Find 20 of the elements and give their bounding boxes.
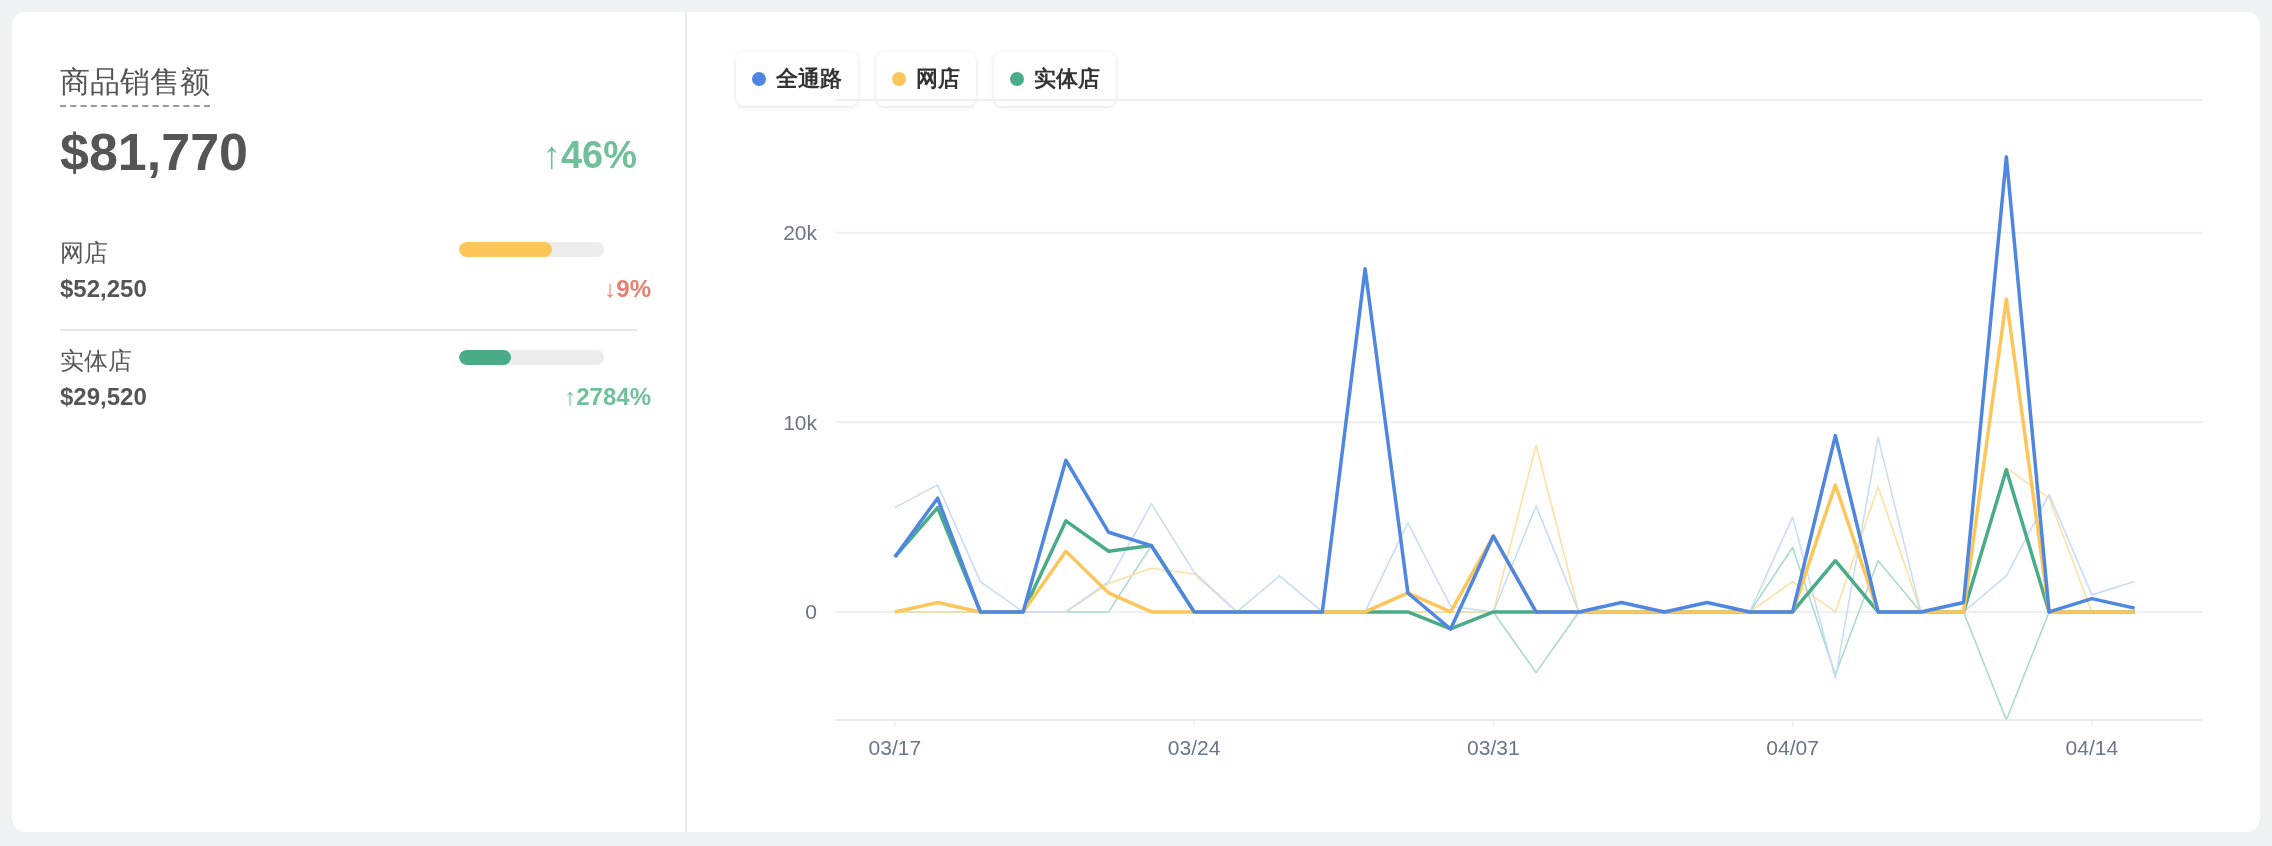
legend-label: 实体店 <box>1034 65 1100 93</box>
x-tick-label: 03/17 <box>868 735 922 759</box>
text: ↑46% <box>541 134 637 177</box>
category-label: 实体店 <box>60 346 132 376</box>
legend-label: 网店 <box>916 65 960 93</box>
x-tick-label: 04/07 <box>1766 735 1819 759</box>
text: ↑2784% <box>564 383 651 411</box>
x-tick-label: 04/14 <box>2065 735 2119 759</box>
y-tick-label: 10k <box>783 410 818 434</box>
legend-label: 全通路 <box>776 65 842 93</box>
text: $81,770 <box>60 122 248 182</box>
y-tick-label: 0 <box>805 600 817 624</box>
data-label: $29,520 <box>60 383 147 411</box>
category-label: 网店 <box>60 238 108 268</box>
text: 商品销售额 <box>60 62 210 107</box>
x-tick-label: 03/31 <box>1467 735 1520 759</box>
text: ↓9% <box>604 275 651 303</box>
y-tick-label: 20k <box>783 221 818 245</box>
data-label: $52,250 <box>60 275 147 303</box>
x-tick-label: 03/24 <box>1167 735 1221 759</box>
